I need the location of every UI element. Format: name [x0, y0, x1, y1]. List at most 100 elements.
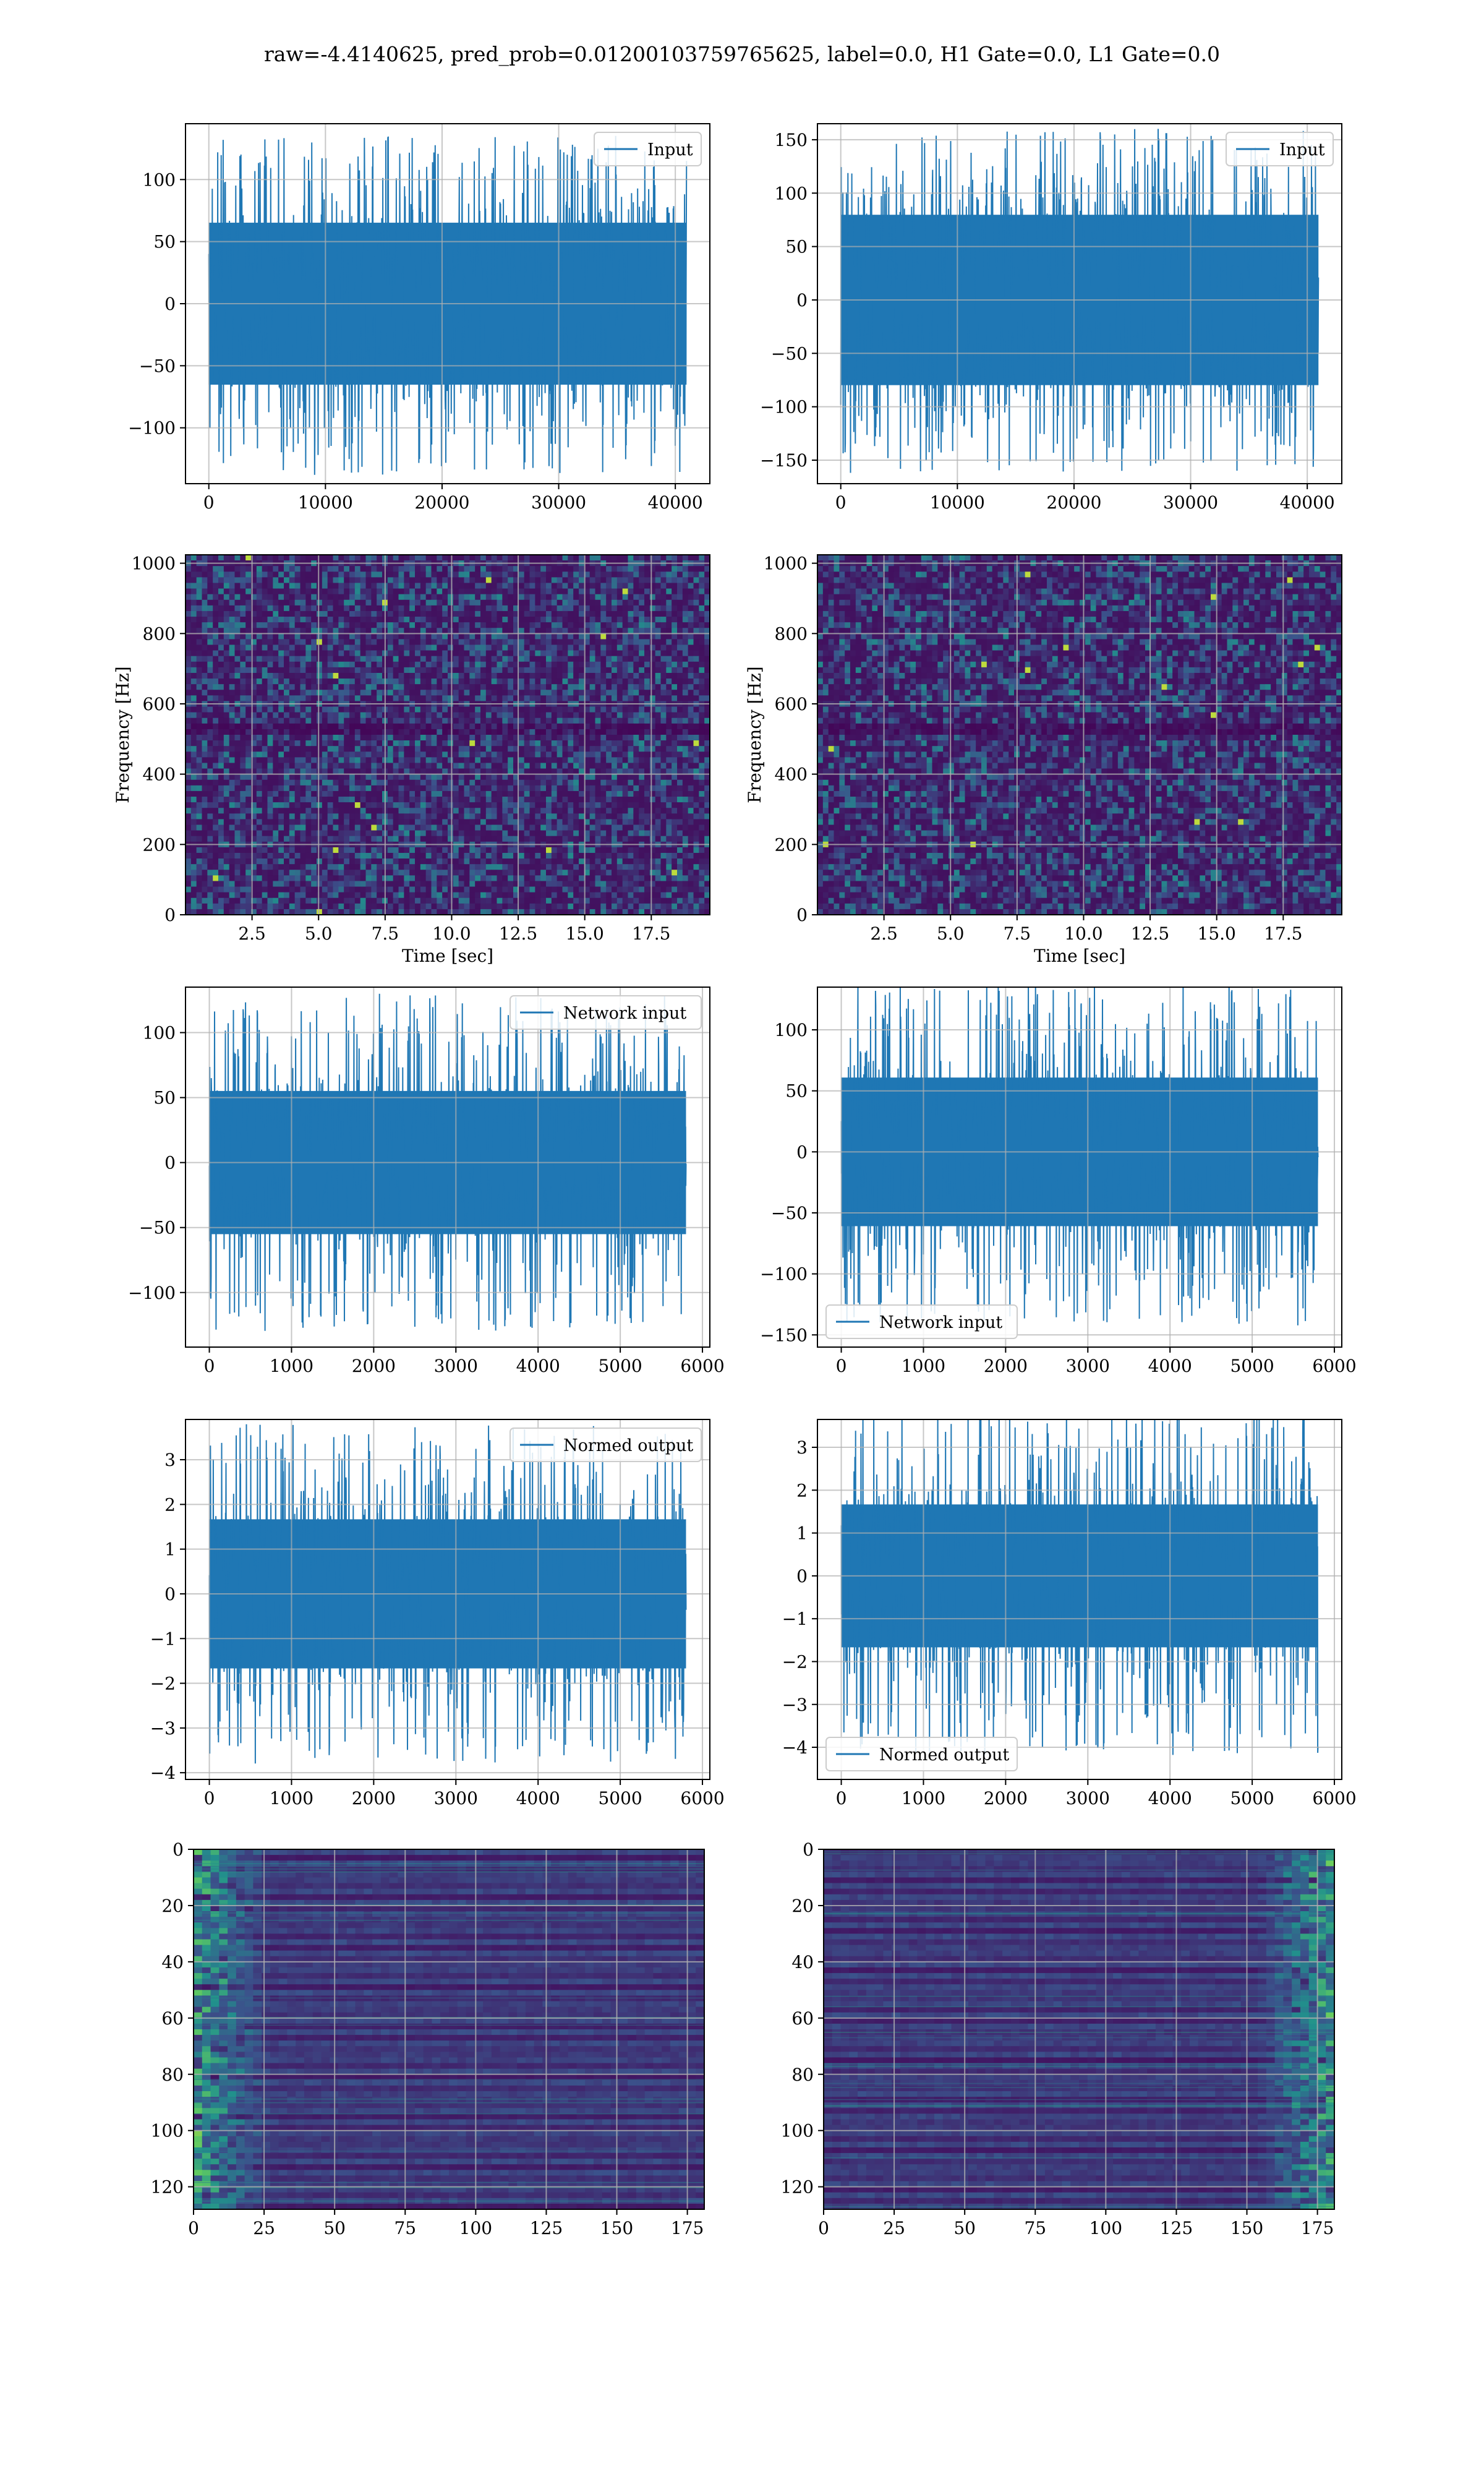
figure-title: raw=-4.4140625, pred_prob=0.012001037597… [0, 42, 1484, 66]
y-tick-label: −4 [782, 1737, 808, 1758]
y-tick-label: 2 [164, 1494, 176, 1515]
y-tick-label: 20 [791, 1896, 814, 1916]
y-tick-label: 100 [775, 1020, 808, 1040]
x-tick-label: 0 [836, 1788, 847, 1808]
series-spikes-r2c0 [208, 993, 687, 1331]
y-tick-label: 100 [143, 1023, 176, 1043]
legend: Network input [510, 995, 702, 1030]
x-tick-label: 17.5 [632, 923, 670, 944]
plot-area [840, 129, 1320, 473]
x-tick-label: 2.5 [870, 923, 898, 944]
x-tick-label: 6000 [680, 1788, 724, 1808]
y-tick-label: 40 [161, 1952, 184, 1972]
x-tick-label: 0 [835, 492, 846, 513]
x-tick-label: 40000 [1280, 492, 1335, 513]
y-tick-label: 400 [143, 764, 176, 785]
y-tick-label: 0 [164, 905, 176, 925]
x-tick-label: 30000 [531, 492, 586, 513]
legend: Network input [825, 1304, 1018, 1339]
axes-frame [817, 987, 1342, 1348]
x-tick-label: 20000 [1046, 492, 1101, 513]
x-tick-label: 1000 [270, 1356, 313, 1376]
y-tick-label: 800 [143, 623, 176, 644]
axes-frame [185, 554, 710, 915]
legend-label: Network input [879, 1313, 1002, 1332]
y-tick-label: −50 [771, 343, 808, 364]
x-tick-label: 1000 [902, 1356, 945, 1376]
legend-label: Network input [563, 1004, 686, 1023]
y-tick-label: 0 [803, 1839, 814, 1860]
x-tick-label: 4000 [516, 1356, 560, 1376]
x-tick-label: 5000 [1230, 1356, 1274, 1376]
y-tick-label: 120 [151, 2177, 184, 2198]
heatmap-cells [186, 555, 710, 915]
x-tick-label: 5000 [1230, 1788, 1274, 1808]
chart-r4c1: 0 25 50 75 100 125 150 175 0 20 40 60 80 100 120 [781, 1839, 1335, 2238]
y-tick-label: −2 [782, 1651, 808, 1672]
grid-lines [817, 555, 1342, 915]
series-spikes-r0c0 [208, 135, 688, 475]
x-tick-label: 0 [836, 1356, 847, 1376]
y-tick-label: 40 [791, 1952, 814, 1972]
y-tick-label: 1 [164, 1539, 176, 1560]
y-tick-label: −3 [150, 1718, 176, 1739]
y-tick-label: 80 [161, 2065, 184, 2085]
grid-lines [186, 987, 710, 1347]
x-tick-label: 5.0 [305, 923, 333, 944]
y-tick-label: 600 [143, 694, 176, 714]
chart-r0c0: 0 10000 20000 30000 40000 −100 −50 0 50 100 Input [128, 123, 710, 513]
y-tick-label: −100 [128, 418, 176, 439]
y-tick-label: 100 [143, 169, 176, 190]
x-tick-label: 0 [188, 2218, 199, 2238]
grid-lines [817, 1419, 1342, 1779]
y-tick-label: 3 [796, 1437, 808, 1458]
x-tick-label: 15.0 [1198, 923, 1236, 944]
grid-lines [186, 1419, 710, 1779]
x-tick-label: 7.5 [1004, 923, 1031, 944]
y-tick-label: 0 [164, 1584, 176, 1604]
heatmap-cells [824, 1849, 1334, 2209]
axes-frame [823, 1849, 1335, 2210]
x-tick-label: 75 [1024, 2218, 1046, 2238]
y-tick-label: 800 [775, 623, 808, 644]
legend: Normed output [825, 1737, 1018, 1771]
x-tick-label: 40000 [648, 492, 703, 513]
plot-area [186, 555, 710, 915]
y-tick-label: 200 [775, 834, 808, 855]
y-tick-label: 1 [796, 1523, 808, 1544]
y-tick-label: −100 [760, 1264, 808, 1285]
axes-frame [193, 1849, 705, 2210]
y-tick-label: 600 [775, 694, 808, 714]
x-tick-label: 0 [203, 492, 215, 513]
x-tick-label: 25 [883, 2218, 905, 2238]
legend: Input [1226, 132, 1334, 166]
x-tick-label: 125 [530, 2218, 563, 2238]
y-tick-label: −100 [128, 1283, 176, 1303]
y-tick-label: 100 [781, 2121, 814, 2141]
x-tick-label: 6000 [1312, 1788, 1356, 1808]
x-tick-label: 2000 [352, 1788, 396, 1808]
y-tick-label: 120 [781, 2177, 814, 2198]
y-tick-label: 0 [796, 1566, 808, 1586]
x-tick-label: 3000 [434, 1356, 478, 1376]
heatmap-cells [194, 1849, 704, 2209]
x-tick-label: 2000 [352, 1356, 396, 1376]
y-tick-label: 0 [796, 1142, 808, 1162]
x-tick-label: 150 [600, 2218, 633, 2238]
legend-label: Normed output [879, 1745, 1009, 1765]
chart-r3c0: 0 1000 2000 3000 4000 5000 6000 −4 −3 −2 −1 0 1 2 3 Nor… [150, 1419, 725, 1808]
x-tick-label: 1000 [270, 1788, 313, 1808]
y-tick-label: −50 [139, 356, 176, 376]
y-tick-label: 3 [164, 1450, 176, 1470]
y-tick-label: 0 [164, 294, 176, 314]
x-tick-label: 6000 [680, 1356, 724, 1376]
chart-r1c1: 2.5 5.0 7.5 10.0 12.5 15.0 17.5 0 200 400 600 800 10… [744, 554, 1342, 966]
y-tick-label: 50 [153, 1088, 176, 1108]
y-tick-label: 150 [775, 130, 808, 150]
chart-r2c0: 0 1000 2000 3000 4000 5000 6000 −100 −50 0 50 100 Ne… [128, 987, 725, 1376]
heatmap-cells [817, 555, 1342, 915]
chart-r0c1: 0 10000 20000 30000 40000 −150 −100 −50 0 50 100 15… [760, 123, 1342, 513]
y-tick-label: 60 [791, 2008, 814, 2029]
x-axis-label: Time [sec] [1034, 946, 1125, 966]
x-tick-label: 5000 [598, 1356, 642, 1376]
